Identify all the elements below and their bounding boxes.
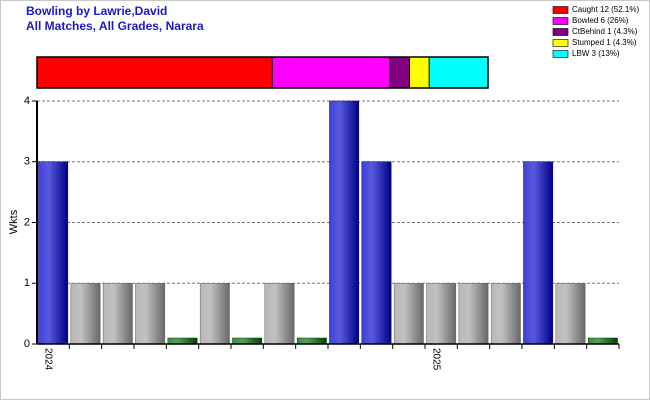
legend-swatch [552,50,569,58]
legend-label: CtBehind 1 (4.3%) [572,27,638,36]
legend-swatch [552,39,569,47]
bar [167,337,198,345]
stacked-segment [428,56,489,89]
chart-title: Bowling by Lawrie,David [26,4,167,18]
bar [232,337,263,345]
x-tick-label: 2025 [431,348,442,371]
bar [490,283,521,345]
legend-label: Bowled 6 (26%) [572,16,629,25]
bar [329,100,360,345]
legend-swatch [552,6,569,14]
bar [555,283,586,345]
bar [361,161,392,345]
y-axis-label: Wkts [8,209,20,234]
bar [523,161,554,345]
legend-label: LBW 3 (13%) [572,49,620,58]
bar [458,283,489,345]
stacked-segment [409,56,430,89]
y-tick-label: 3 [24,156,30,168]
legend-swatch [552,28,569,36]
bar [102,283,133,345]
y-tick-label: 4 [24,95,30,107]
bar [264,283,295,345]
stacked-segment [271,56,391,89]
stacked-segment [36,56,273,89]
legend-swatch [552,17,569,25]
stacked-segment [389,56,410,89]
bar [199,283,230,345]
bar [70,283,101,345]
y-tick-label: 0 [24,338,30,350]
bar [135,283,166,345]
y-tick-label: 2 [24,216,30,228]
bar [393,283,424,345]
stacked-frame [36,56,489,89]
bar [296,337,327,345]
bar [38,161,69,345]
bar [587,337,618,345]
x-tick-label: 2024 [43,348,54,371]
legend-label: Stumped 1 (4.3%) [572,38,637,47]
bar [426,283,457,345]
y-tick-label: 1 [24,277,30,289]
chart-subtitle: All Matches, All Grades, Narara [26,19,204,33]
legend-label: Caught 12 (52.1%) [572,5,639,14]
